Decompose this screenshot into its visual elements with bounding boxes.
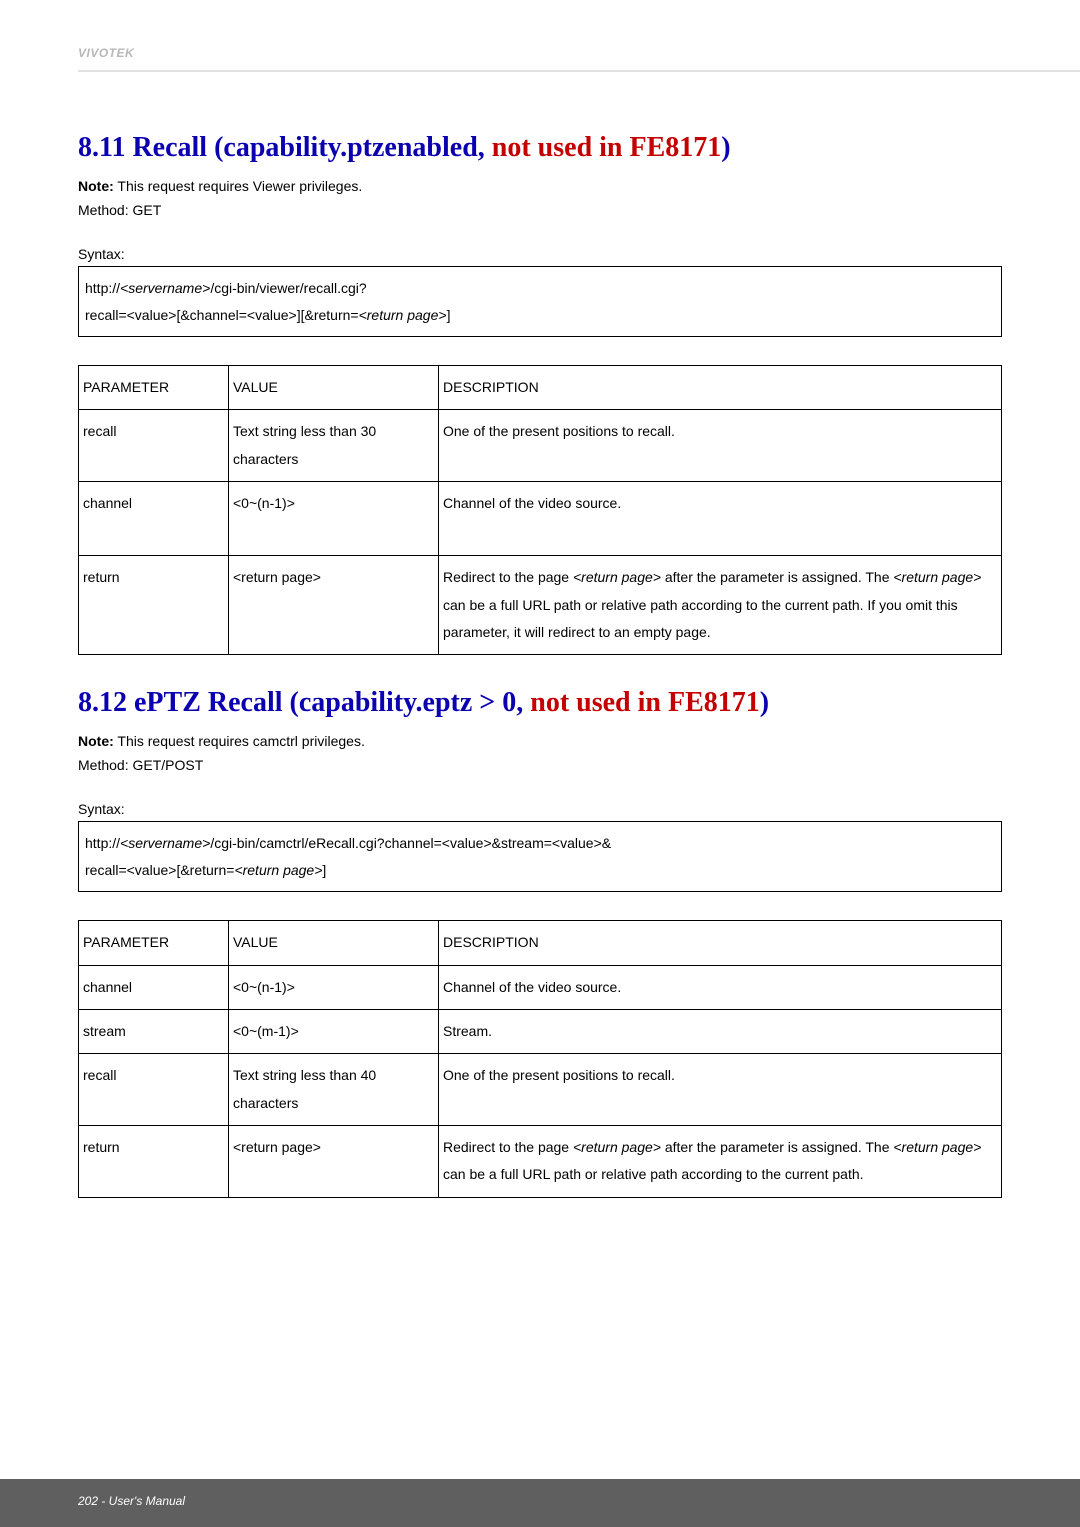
- code-fragment: <return page>: [234, 862, 322, 878]
- parameter-table: PARAMETERVALUEDESCRIPTIONrecallText stri…: [78, 365, 1002, 655]
- code-fragment: <servername>: [120, 835, 210, 851]
- value-cell: <0~(n-1)>: [229, 482, 439, 556]
- description-cell: One of the present positions to recall.: [439, 1054, 1002, 1126]
- heading-prefix: 8.11 Recall (capability.ptzenabled,: [78, 132, 492, 163]
- param-cell: return: [79, 1125, 229, 1197]
- table-header-cell: VALUE: [229, 921, 439, 965]
- page-content: 8.11 Recall (capability.ptzenabled, not …: [78, 100, 1002, 1208]
- param-cell: stream: [79, 1010, 229, 1054]
- code-line: recall=<value>[&channel=<value>][&return…: [85, 302, 995, 329]
- table-row: recallText string less than 40 character…: [79, 1054, 1002, 1126]
- description-cell: Redirect to the page <return page> after…: [439, 1125, 1002, 1197]
- description-cell: One of the present positions to recall.: [439, 410, 1002, 482]
- code-fragment: recall=<value>[&channel=<value>][&return…: [85, 307, 359, 323]
- code-fragment: http://: [85, 835, 120, 851]
- description-fragment: Redirect to the page: [443, 1139, 573, 1155]
- description-cell: Channel of the video source.: [439, 965, 1002, 1009]
- value-cell: <return page>: [229, 556, 439, 655]
- description-fragment: after the parameter is assigned. The: [661, 1139, 893, 1155]
- page-footer: 202 - User's Manual: [0, 1479, 1080, 1527]
- code-fragment: /cgi-bin/camctrl/eRecall.cgi?channel=<va…: [210, 835, 611, 851]
- page-header: VIVOTEK: [78, 44, 1002, 66]
- description-cell: Stream.: [439, 1010, 1002, 1054]
- page: VIVOTEK 8.11 Recall (capability.ptzenabl…: [0, 0, 1080, 1527]
- description-fragment: after the parameter is assigned. The: [661, 569, 893, 585]
- value-cell: Text string less than 30 characters: [229, 410, 439, 482]
- table-row: recallText string less than 30 character…: [79, 410, 1002, 482]
- code-fragment: <servername>: [120, 280, 210, 296]
- note-label: Note:: [78, 733, 114, 749]
- description-fragment: <return page>: [893, 1139, 981, 1155]
- table-header-cell: VALUE: [229, 366, 439, 410]
- note-line: Note: This request requires camctrl priv…: [78, 733, 1002, 749]
- code-fragment: /cgi-bin/viewer/recall.cgi?: [210, 280, 366, 296]
- heading-prefix: 8.12 ePTZ Recall (capability.eptz > 0,: [78, 687, 530, 718]
- table-row: channel<0~(n-1)>Channel of the video sou…: [79, 482, 1002, 556]
- description-fragment: Channel of the video source.: [443, 495, 621, 511]
- description-fragment: One of the present positions to recall.: [443, 423, 675, 439]
- description-cell: Channel of the video source.: [439, 482, 1002, 556]
- parameter-table: PARAMETERVALUEDESCRIPTIONchannel<0~(n-1)…: [78, 920, 1002, 1197]
- code-fragment: <return page>: [359, 307, 447, 323]
- table-row: channel<0~(n-1)>Channel of the video sou…: [79, 965, 1002, 1009]
- code-line: http://<servername>/cgi-bin/viewer/recal…: [85, 275, 995, 302]
- table-header-row: PARAMETERVALUEDESCRIPTION: [79, 921, 1002, 965]
- header-underline: [78, 70, 1080, 72]
- brand-logo: VIVOTEK: [78, 46, 134, 60]
- method-line: Method: GET/POST: [78, 757, 1002, 773]
- syntax-box: http://<servername>/cgi-bin/camctrl/eRec…: [78, 821, 1002, 892]
- table-row: stream<0~(m-1)>Stream.: [79, 1010, 1002, 1054]
- description-fragment: <return page>: [573, 569, 661, 585]
- note-text: This request requires camctrl privileges…: [114, 733, 365, 749]
- table-header-cell: DESCRIPTION: [439, 921, 1002, 965]
- heading-suffix: ): [760, 687, 769, 718]
- heading-red: not used in FE8171: [530, 687, 760, 718]
- description-fragment: <return page>: [573, 1139, 661, 1155]
- description-fragment: Stream.: [443, 1023, 492, 1039]
- value-cell: <0~(m-1)>: [229, 1010, 439, 1054]
- code-line: http://<servername>/cgi-bin/camctrl/eRec…: [85, 830, 995, 857]
- code-fragment: ]: [322, 862, 326, 878]
- heading-suffix: ): [721, 132, 730, 163]
- table-row: return<return page>Redirect to the page …: [79, 556, 1002, 655]
- footer-text: 202 - User's Manual: [78, 1494, 185, 1508]
- code-fragment: recall=<value>[&return=: [85, 862, 234, 878]
- note-label: Note:: [78, 178, 114, 194]
- value-cell: Text string less than 40 characters: [229, 1054, 439, 1126]
- note-text: This request requires Viewer privileges.: [114, 178, 363, 194]
- section-heading: 8.12 ePTZ Recall (capability.eptz > 0, n…: [78, 687, 1002, 719]
- table-row: return<return page>Redirect to the page …: [79, 1125, 1002, 1197]
- description-fragment: can be a full URL path or relative path …: [443, 1166, 864, 1182]
- code-fragment: ]: [447, 307, 451, 323]
- value-cell: <return page>: [229, 1125, 439, 1197]
- syntax-label: Syntax:: [78, 801, 1002, 817]
- param-cell: channel: [79, 482, 229, 556]
- code-fragment: http://: [85, 280, 120, 296]
- code-line: recall=<value>[&return=<return page>]: [85, 857, 995, 884]
- value-cell: <0~(n-1)>: [229, 965, 439, 1009]
- section-heading: 8.11 Recall (capability.ptzenabled, not …: [78, 132, 1002, 164]
- heading-red: not used in FE8171: [492, 132, 722, 163]
- param-cell: return: [79, 556, 229, 655]
- param-cell: channel: [79, 965, 229, 1009]
- table-header-cell: PARAMETER: [79, 921, 229, 965]
- description-fragment: can be a full URL path or relative path …: [443, 597, 958, 640]
- description-fragment: Channel of the video source.: [443, 979, 621, 995]
- param-cell: recall: [79, 410, 229, 482]
- description-cell: Redirect to the page <return page> after…: [439, 556, 1002, 655]
- table-header-row: PARAMETERVALUEDESCRIPTION: [79, 366, 1002, 410]
- description-fragment: One of the present positions to recall.: [443, 1067, 675, 1083]
- description-fragment: <return page>: [893, 569, 981, 585]
- note-line: Note: This request requires Viewer privi…: [78, 178, 1002, 194]
- method-line: Method: GET: [78, 202, 1002, 218]
- table-header-cell: DESCRIPTION: [439, 366, 1002, 410]
- description-fragment: Redirect to the page: [443, 569, 573, 585]
- syntax-box: http://<servername>/cgi-bin/viewer/recal…: [78, 266, 1002, 337]
- param-cell: recall: [79, 1054, 229, 1126]
- syntax-label: Syntax:: [78, 246, 1002, 262]
- table-header-cell: PARAMETER: [79, 366, 229, 410]
